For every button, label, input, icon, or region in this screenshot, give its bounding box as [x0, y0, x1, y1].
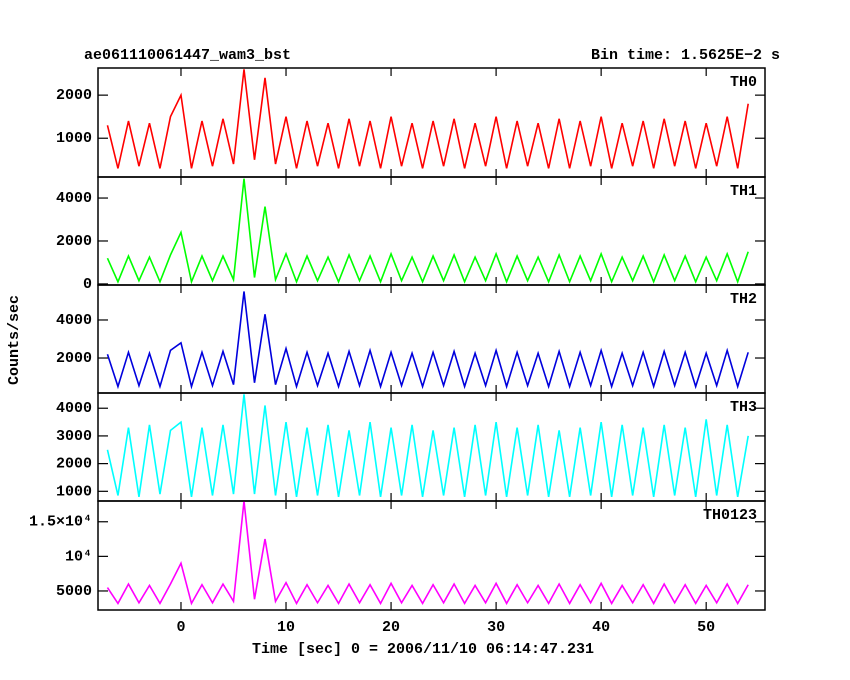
light-curve	[106, 394, 749, 497]
x-tick-label: 0	[176, 619, 185, 636]
series-label: TH1	[730, 183, 757, 200]
x-axis-label: Time [sec] 0 = 2006/11/10 06:14:47.231	[252, 641, 594, 658]
light-curve	[106, 291, 749, 390]
light-curve	[106, 178, 749, 285]
y-tick-label: 2000	[56, 456, 92, 473]
panel-frame	[97, 284, 766, 394]
y-tick-label: 4000	[56, 400, 92, 417]
y-tick-label: 2000	[56, 87, 92, 104]
x-tick-label: 10	[277, 619, 295, 636]
y-tick-label: 5000	[56, 583, 92, 600]
y-tick-label: 1000	[56, 130, 92, 147]
y-axis-label: Counts/sec	[6, 295, 23, 385]
y-tick-label: 2000	[56, 233, 92, 250]
x-tick-label: 50	[697, 619, 715, 636]
y-tick-label: 3000	[56, 428, 92, 445]
y-tick-label: 4000	[56, 190, 92, 207]
y-tick-label: 4000	[56, 312, 92, 329]
panel-frame	[97, 176, 766, 286]
light-curve	[106, 69, 749, 169]
panel-frame	[97, 500, 766, 611]
series-label: TH2	[730, 291, 757, 308]
panel-frame	[97, 392, 766, 502]
y-tick-label: 0	[83, 276, 92, 293]
x-tick-label: 40	[592, 619, 610, 636]
y-tick-label: 10⁴	[65, 548, 92, 565]
chart-subtitle: Bin time: 1.5625E−2 s	[591, 47, 780, 64]
y-tick-label: 1000	[56, 483, 92, 500]
chart-title: ae061110061447_wam3_bst	[84, 47, 291, 64]
y-tick-label: 1.5×10⁴	[29, 514, 92, 531]
series-label: TH0123	[703, 507, 757, 524]
x-tick-label: 30	[487, 619, 505, 636]
x-tick-label: 20	[382, 619, 400, 636]
series-label: TH0	[730, 74, 757, 91]
series-label: TH3	[730, 399, 757, 416]
y-tick-label: 2000	[56, 350, 92, 367]
light-curve	[106, 501, 749, 606]
